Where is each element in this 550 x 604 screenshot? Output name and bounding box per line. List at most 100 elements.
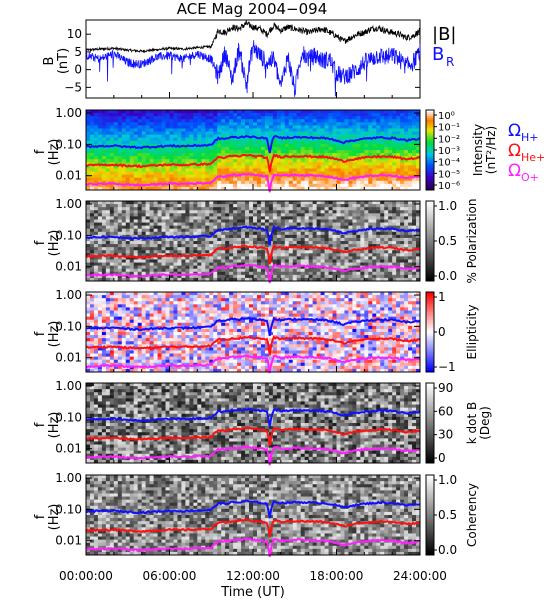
heatmap-cell: [344, 122, 348, 125]
heatmap-cell: [166, 116, 170, 119]
heatmap-cell: [90, 150, 94, 153]
heatmap-cell: [134, 338, 138, 341]
heatmap-cell: [126, 310, 130, 313]
heatmap-cell: [313, 219, 317, 222]
heatmap-cell: [400, 184, 404, 187]
heatmap-cell: [106, 250, 110, 253]
heatmap-cell: [408, 172, 412, 175]
heatmap-cell: [337, 204, 341, 207]
heatmap-cell: [170, 269, 174, 272]
heatmap-cell: [142, 335, 146, 338]
heatmap-cell: [241, 219, 245, 222]
heatmap-cell: [245, 238, 249, 241]
heatmap-cell: [241, 168, 245, 171]
heatmap-cell: [118, 329, 122, 332]
heatmap-cell: [102, 110, 106, 113]
heatmap-cell: [400, 223, 404, 226]
heatmap-cell: [372, 223, 376, 226]
heatmap-cell: [90, 266, 94, 269]
heatmap-cell: [189, 175, 193, 178]
heatmap-cell: [134, 135, 138, 138]
heatmap-cell: [122, 292, 126, 295]
heatmap-cell: [360, 238, 364, 241]
heatmap-cell: [309, 125, 313, 128]
heatmap-cell: [217, 235, 221, 238]
heatmap-cell: [146, 357, 150, 360]
heatmap-cell: [134, 332, 138, 335]
heatmap-cell: [189, 213, 193, 216]
heatmap-cell: [146, 247, 150, 250]
heatmap-cell: [380, 223, 384, 226]
heatmap-cell: [205, 184, 209, 187]
heatmap-cell: [400, 253, 404, 256]
heatmap-cell: [142, 207, 146, 210]
heatmap-cell: [233, 122, 237, 125]
heatmap-cell: [404, 275, 408, 278]
heatmap-cell: [122, 201, 126, 204]
heatmap-cell: [130, 241, 134, 244]
heatmap-cell: [333, 241, 337, 244]
heatmap-cell: [138, 223, 142, 226]
heatmap-cell: [98, 269, 102, 272]
heatmap-cell: [348, 135, 352, 138]
heatmap-cell: [380, 116, 384, 119]
heatmap-cell: [293, 110, 297, 113]
heatmap-cell: [261, 213, 265, 216]
heatmap-cell: [217, 204, 221, 207]
heatmap-cell: [86, 310, 90, 313]
heatmap-cell: [181, 147, 185, 150]
heatmap-cell: [102, 216, 106, 219]
heatmap-cell: [118, 350, 122, 353]
heatmap-cell: [360, 125, 364, 128]
heatmap-cell: [309, 272, 313, 275]
heatmap-cell: [289, 122, 293, 125]
heatmap-cell: [412, 147, 416, 150]
heatmap-cell: [86, 320, 90, 323]
heatmap-cell: [249, 216, 253, 219]
heatmap-cell: [325, 144, 329, 147]
heatmap-cell: [337, 122, 341, 125]
heatmap-cell: [273, 119, 277, 122]
heatmap-cell: [110, 238, 114, 241]
heatmap-cell: [372, 122, 376, 125]
heatmap-cell: [321, 235, 325, 238]
heatmap-cell: [189, 244, 193, 247]
heatmap-cell: [337, 256, 341, 259]
heatmap-cell: [281, 128, 285, 131]
heatmap-cell: [301, 216, 305, 219]
heatmap-cell: [173, 165, 177, 168]
heatmap-cell: [297, 162, 301, 165]
heatmap-cell: [90, 159, 94, 162]
heatmap-cell: [356, 241, 360, 244]
heatmap-cell: [142, 354, 146, 357]
heatmap-cell: [209, 207, 213, 210]
heatmap-cell: [185, 219, 189, 222]
heatmap-cell: [146, 354, 150, 357]
heatmap-cell: [340, 219, 344, 222]
heatmap-cell: [217, 141, 221, 144]
heatmap-cell: [205, 138, 209, 141]
heatmap-cell: [94, 125, 98, 128]
heatmap-cell: [142, 204, 146, 207]
heatmap-cell: [181, 226, 185, 229]
heatmap-cell: [412, 244, 416, 247]
heatmap-cell: [201, 223, 205, 226]
heatmap-cell: [189, 247, 193, 250]
heatmap-cell: [181, 250, 185, 253]
heatmap-cell: [90, 113, 94, 116]
heatmap-cell: [98, 295, 102, 298]
heatmap-cell: [384, 201, 388, 204]
heatmap-cell: [273, 241, 277, 244]
heatmap-cell: [197, 175, 201, 178]
heatmap-cell: [146, 244, 150, 247]
heatmap-cell: [380, 241, 384, 244]
heatmap-cell: [344, 168, 348, 171]
heatmap-cell: [181, 244, 185, 247]
heatmap-cell: [94, 219, 98, 222]
heatmap-cell: [130, 216, 134, 219]
heatmap-cell: [154, 116, 158, 119]
heatmap-cell: [142, 125, 146, 128]
heatmap-cell: [305, 250, 309, 253]
heatmap-cell: [348, 223, 352, 226]
heatmap-cell: [277, 213, 281, 216]
